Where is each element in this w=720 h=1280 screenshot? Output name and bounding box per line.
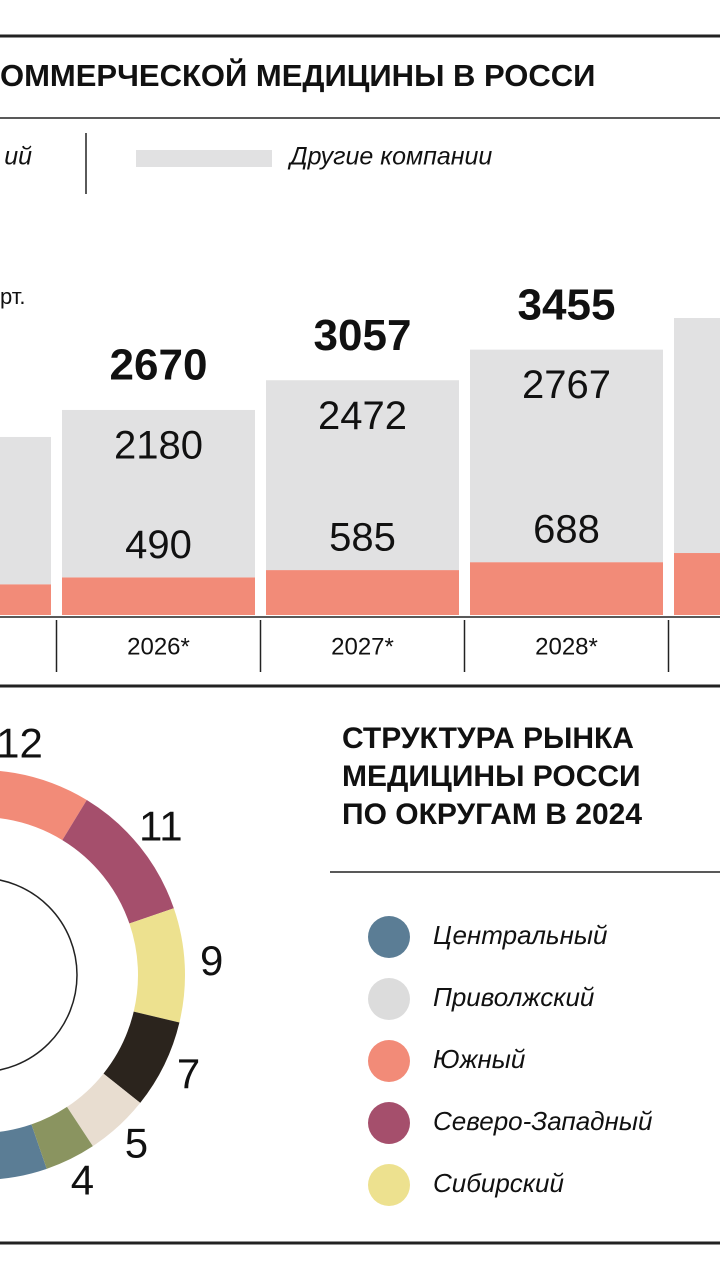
value-label: 7 [177, 1050, 200, 1097]
donut-segment [31, 1106, 93, 1169]
legend-label: Сибирский [433, 1168, 564, 1198]
inner-circle [0, 879, 78, 1071]
value-label: 585 [329, 516, 396, 560]
bar-segment [674, 553, 720, 615]
total-label: 3057 [314, 311, 412, 360]
x-tick-label: 2026* [127, 633, 190, 660]
x-tick-label: 2028* [535, 633, 598, 660]
legend-swatch [136, 150, 272, 167]
total-label: 3455 [518, 280, 616, 329]
bar-segment [266, 570, 459, 615]
value-label: 490 [125, 523, 192, 567]
value-label: 2767 [522, 363, 611, 407]
value-label: 5 [125, 1119, 148, 1166]
bar-segment [62, 577, 255, 615]
legend-swatch [368, 1040, 410, 1082]
legend-label: Приволжский [433, 982, 594, 1012]
legend-label: Другие компании [287, 143, 492, 171]
legend-label: ий [4, 143, 32, 171]
value-label: 4 [71, 1156, 94, 1203]
donut-segment [66, 1073, 141, 1147]
chart-title: ОММЕРЧЕСКОЙ МЕДИЦИНЫ В РОССИ [0, 57, 595, 93]
bar-segment [0, 584, 51, 615]
legend-label: Северо-Западный [433, 1106, 652, 1136]
value-label: 12 [0, 719, 43, 766]
chart-title: СТРУКТУРА РЫНКА [342, 722, 634, 755]
chart-title: ПО ОКРУГАМ В 2024 [342, 798, 642, 831]
donut-segment [103, 1011, 180, 1103]
legend-swatch [368, 978, 410, 1020]
legend-label: Южный [433, 1044, 525, 1074]
total-label: 2670 [110, 341, 208, 390]
legend-label: Центральный [433, 920, 607, 950]
value-label: 2180 [114, 424, 203, 468]
legend-swatch [368, 1164, 410, 1206]
value-label: 11 [139, 803, 183, 850]
bar-segment [674, 318, 720, 554]
unit-note: рт. [0, 284, 26, 309]
chart-title: МЕДИЦИНЫ РОССИ [342, 760, 641, 793]
donut-segment [129, 908, 185, 1023]
value-label: 688 [533, 508, 600, 552]
bar-segment [470, 562, 663, 615]
x-tick-label: 2027* [331, 633, 394, 660]
bar-segment [266, 380, 459, 571]
value-label: 9 [200, 937, 223, 984]
bar-segment [0, 436, 51, 585]
legend-swatch [368, 1102, 410, 1144]
donut-segment [0, 771, 87, 841]
donut-segment [0, 1124, 47, 1179]
bar-segment [62, 409, 255, 578]
value-label: 2472 [318, 394, 407, 438]
legend-swatch [368, 916, 410, 958]
donut-segment [62, 800, 174, 924]
bar-segment [470, 349, 663, 563]
